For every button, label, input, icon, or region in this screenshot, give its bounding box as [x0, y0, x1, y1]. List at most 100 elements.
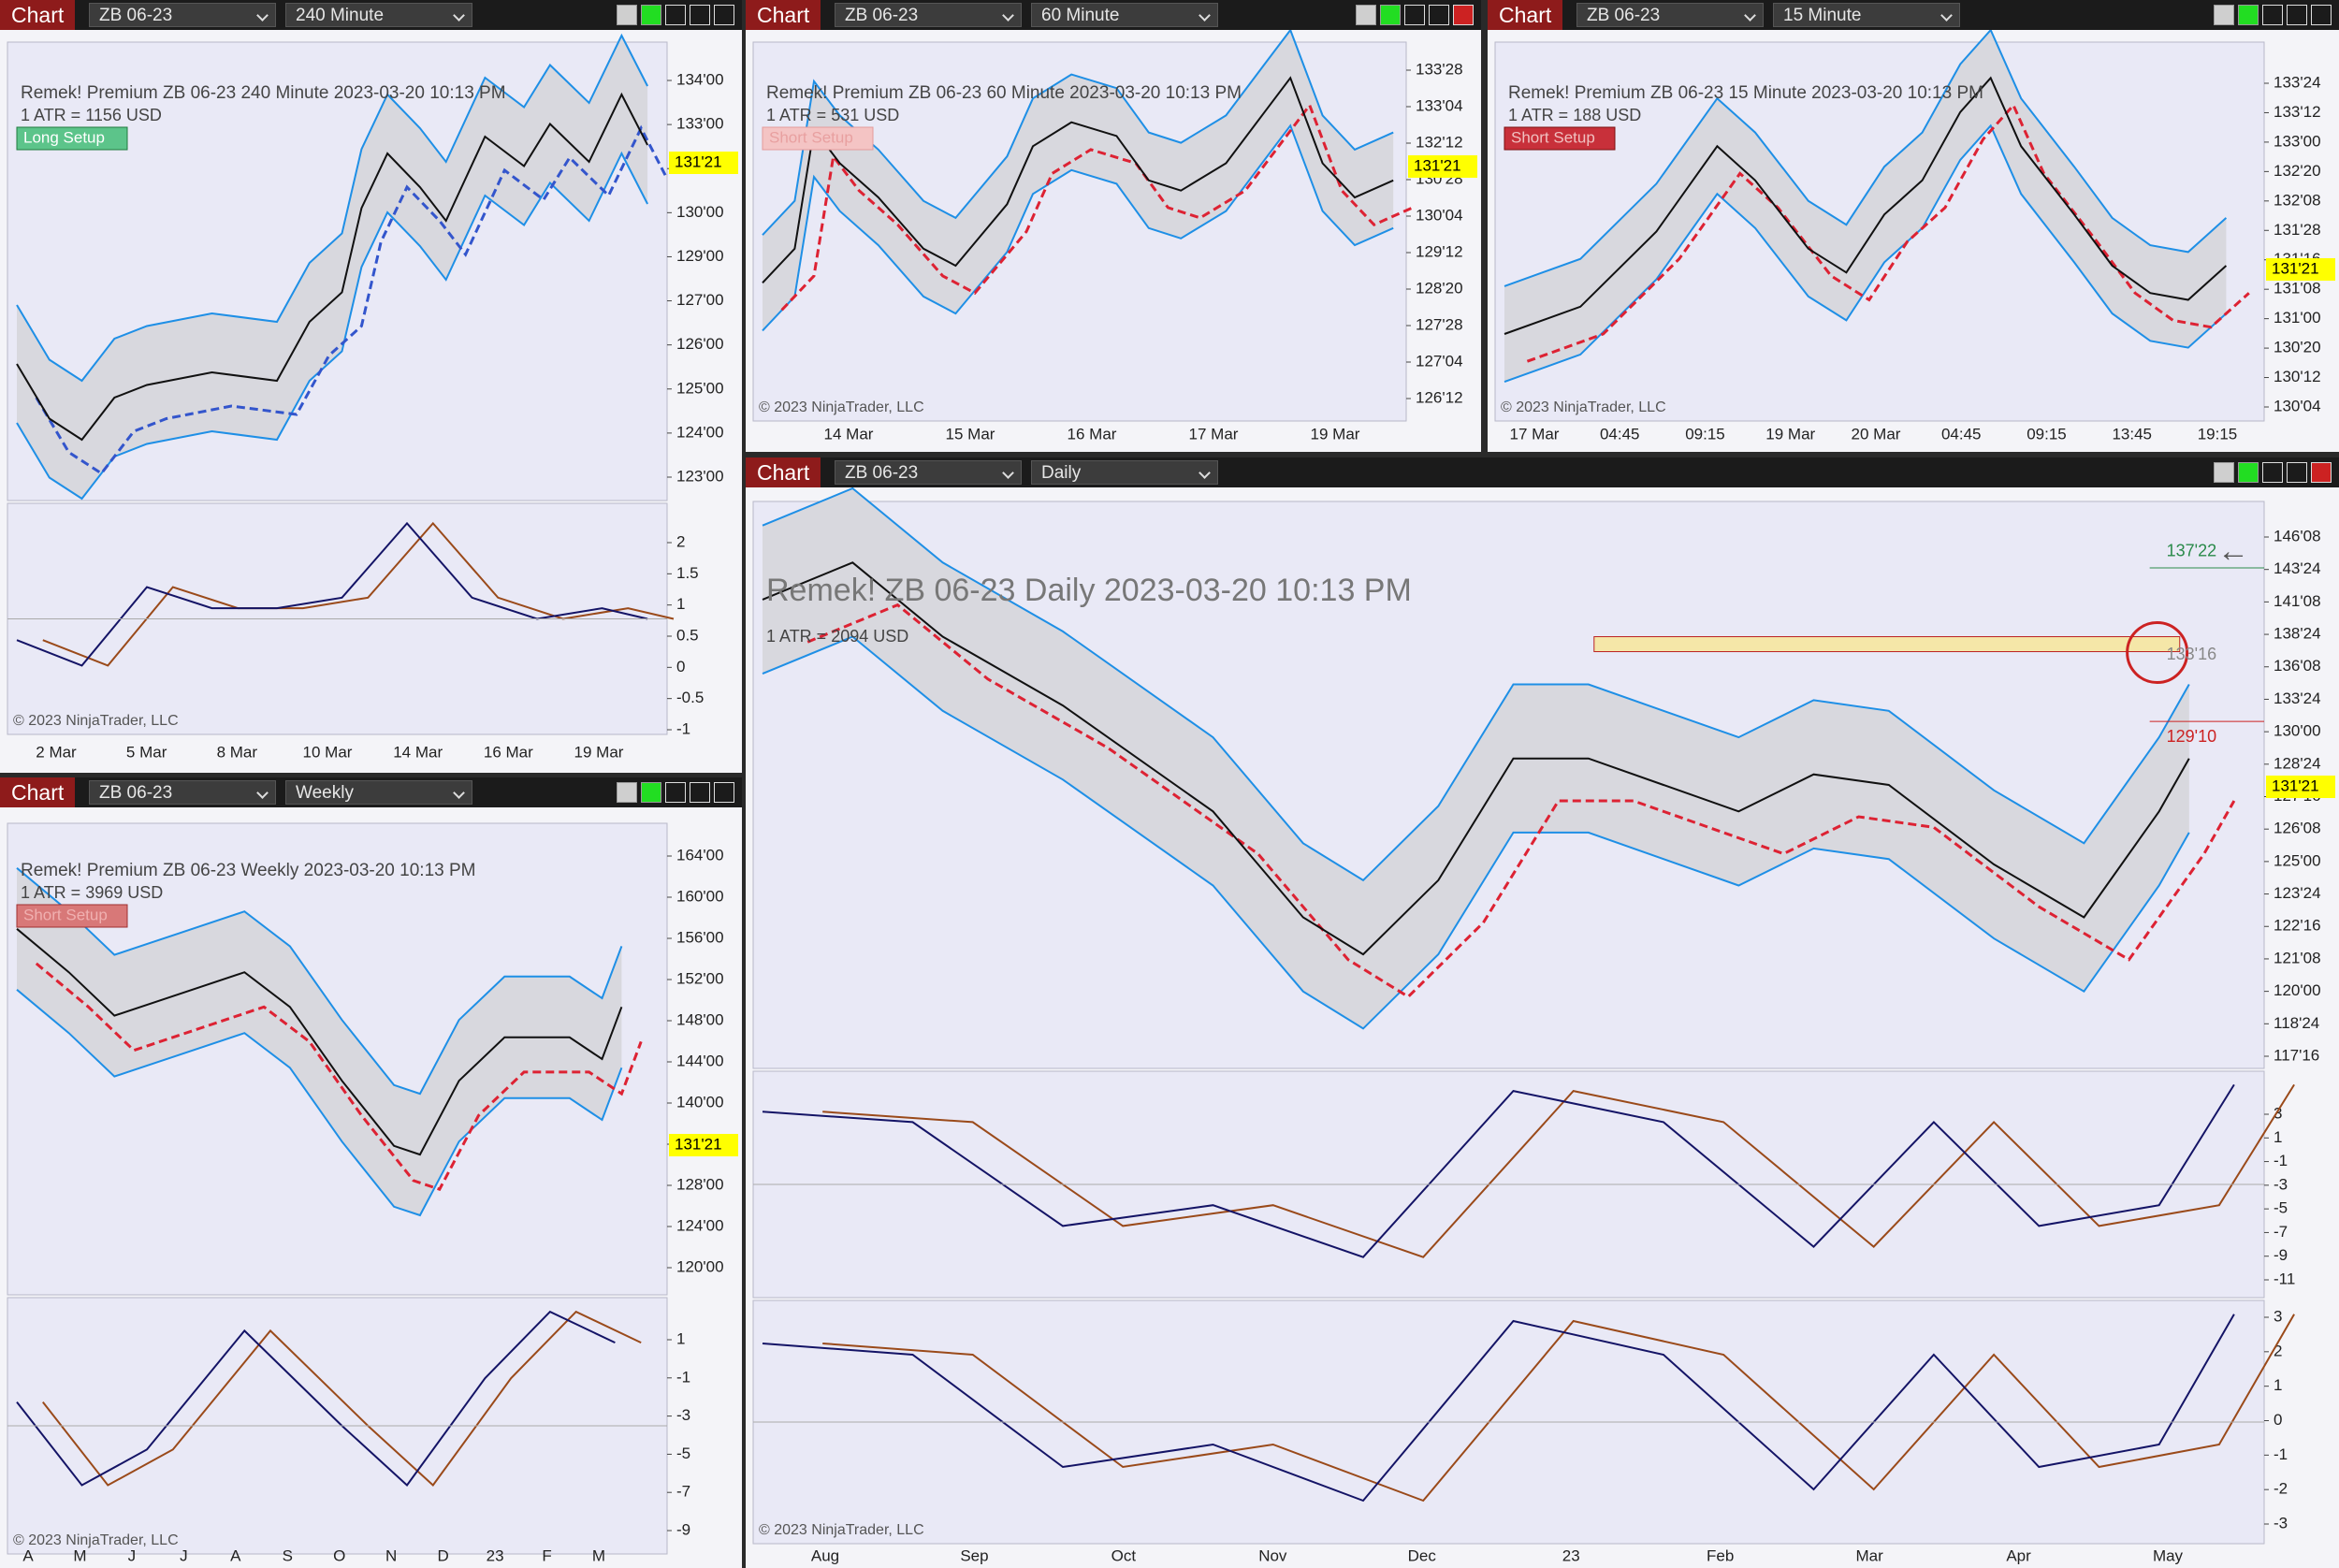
axis-label: -3 [2274, 1175, 2288, 1193]
axis-label: 126'12 [1416, 388, 1463, 406]
chart-header: Remek! ZB 06-23 Daily 2023-03-20 10:13 P… [766, 573, 1412, 608]
chart-canvas: 133'24 133'12 133'00 132'20 132'08 131'28 131'… [1494, 30, 2335, 443]
chart-window: Chart ZB 06-23 60 Minute 133'28 133'04 132'12… [746, 0, 1481, 452]
axis-label: 132'12 [1416, 133, 1463, 151]
axis-label: 128'00 [676, 1175, 724, 1193]
axis-label: -3 [676, 1406, 690, 1424]
close-button[interactable] [1453, 5, 1474, 25]
time-label: 23 [1562, 1546, 1580, 1564]
time-label: O [333, 1546, 345, 1564]
axis-label: 130'12 [2274, 368, 2321, 385]
copyright: © 2023 NinjaTrader, LLC [759, 399, 924, 415]
dock-button[interactable] [2214, 5, 2234, 25]
maximize-button[interactable] [690, 782, 710, 803]
minimize-button[interactable] [2262, 462, 2283, 483]
time-label: 10 Mar [303, 743, 353, 761]
time-label: J [180, 1546, 188, 1564]
last-price: 131'21 [675, 152, 722, 170]
maximize-button[interactable] [1429, 5, 1449, 25]
last-price-box [1408, 155, 1477, 178]
axis-label: 128'24 [2274, 754, 2321, 772]
time-label: 20 Mar [1852, 425, 1901, 443]
link-button[interactable] [2238, 5, 2259, 25]
instrument-dropdown[interactable]: ZB 06-23 [89, 3, 276, 27]
price-line [762, 76, 1394, 283]
close-button[interactable] [2311, 5, 2332, 25]
link-button[interactable] [641, 782, 661, 803]
time-label: 19 Mar [574, 743, 624, 761]
axis-label: 129'00 [676, 247, 724, 265]
time-label: D [437, 1546, 448, 1564]
interval-dropdown[interactable]: Weekly [285, 780, 472, 805]
axis-label: 127'28 [1416, 315, 1463, 333]
close-button[interactable] [2311, 462, 2332, 483]
time-label: 13:45 [2112, 425, 2152, 443]
time-label: 04:45 [1600, 425, 1640, 443]
time-label: M [592, 1546, 605, 1564]
oscillator-line [822, 1083, 2295, 1258]
axis-label: 123'24 [2274, 884, 2321, 902]
setup-label: Long Setup [23, 128, 105, 146]
dock-button[interactable] [2214, 462, 2234, 483]
maximize-button[interactable] [2287, 462, 2307, 483]
time-label: Dec [1408, 1546, 1437, 1564]
dock-button[interactable] [617, 5, 637, 25]
setup-label: Short Setup [23, 906, 108, 923]
instrument-dropdown[interactable]: ZB 06-23 [1576, 3, 1764, 27]
axis-label: 128'20 [1416, 279, 1463, 297]
upper-band [762, 30, 1394, 236]
instrument-dropdown[interactable]: ZB 06-23 [835, 3, 1022, 27]
instrument-dropdown[interactable]: ZB 06-23 [89, 780, 276, 805]
axis-label: -9 [2274, 1246, 2288, 1264]
axis-label: 144'00 [676, 1052, 724, 1069]
close-button[interactable] [714, 5, 734, 25]
axis-label: -5 [676, 1445, 690, 1462]
axis-label: 3 [2274, 1104, 2282, 1122]
axis-label: 133'00 [676, 115, 724, 133]
last-price: 131'21 [1414, 156, 1461, 174]
minimize-button[interactable] [1404, 5, 1425, 25]
link-button[interactable] [1380, 5, 1401, 25]
oscillator-line [822, 1314, 2295, 1503]
minimize-button[interactable] [665, 5, 686, 25]
moving-average [1526, 102, 2250, 363]
axis-label: 133'12 [2274, 103, 2321, 121]
chart-header: Remek! Premium ZB 06-23 60 Minute 2023-0… [766, 83, 1242, 103]
time-label: 19 Mar [1311, 425, 1360, 443]
interval-dropdown[interactable]: Daily [1031, 460, 1218, 485]
axis-label: 130'00 [2274, 722, 2321, 740]
dock-button[interactable] [617, 782, 637, 803]
time-label: Sep [960, 1546, 988, 1564]
oscillator-line [42, 521, 675, 667]
dock-button[interactable] [1356, 5, 1376, 25]
link-button[interactable] [641, 5, 661, 25]
upper-band [16, 867, 623, 1096]
close-button[interactable] [714, 782, 734, 803]
instrument-dropdown[interactable]: ZB 06-23 [835, 460, 1022, 485]
time-label: M [73, 1546, 86, 1564]
interval-dropdown[interactable]: 15 Minute [1773, 3, 1960, 27]
last-price: 131'21 [675, 1135, 722, 1153]
minimize-button[interactable] [665, 782, 686, 803]
link-button[interactable] [2238, 462, 2259, 483]
chart-canvas: 133'28133'04132'12130'28130'04129'12128'… [752, 30, 1477, 443]
envelope [17, 36, 648, 499]
axis-label: 127'04 [1416, 352, 1463, 370]
last-price: 131'21 [2272, 777, 2319, 794]
atr-label: 1 ATR = 531 USD [766, 106, 899, 124]
maximize-button[interactable] [2287, 5, 2307, 25]
maximize-button[interactable] [690, 5, 710, 25]
interval-dropdown[interactable]: 240 Minute [285, 3, 472, 27]
axis-label: 130'04 [1416, 206, 1463, 224]
minimize-button[interactable] [2262, 5, 2283, 25]
upper-band [1504, 30, 2228, 287]
axis-label: 130'20 [2274, 339, 2321, 356]
chart-label: Chart [1488, 0, 1563, 30]
toolbar: Chart ZB 06-23 15 Minute [1488, 0, 2339, 30]
interval-dropdown[interactable]: 60 Minute [1031, 3, 1218, 27]
time-label: 19:15 [2198, 425, 2238, 443]
time-label: May [2153, 1546, 2184, 1564]
setup-label: Short Setup [769, 128, 853, 146]
time-label: 09:15 [2027, 425, 2067, 443]
